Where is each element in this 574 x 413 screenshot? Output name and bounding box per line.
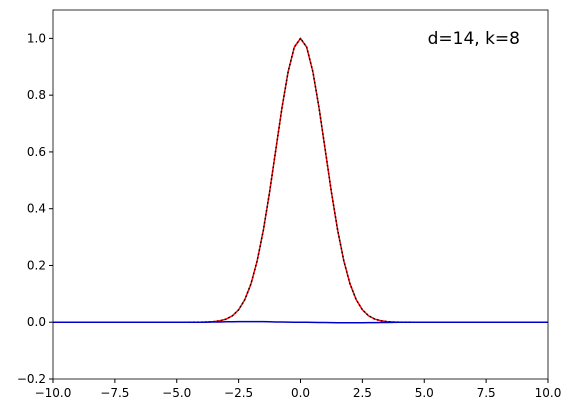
x-tick-label: 5.0 xyxy=(415,386,434,400)
x-tick-label: −5.0 xyxy=(162,386,191,400)
y-tick-label: 0.0 xyxy=(27,315,46,329)
y-tick-label: 0.8 xyxy=(27,88,46,102)
annotation: d=14, k=8 xyxy=(428,29,520,49)
line-series xyxy=(53,320,548,324)
plot-area xyxy=(53,10,548,379)
x-tick-label: −7.5 xyxy=(100,386,129,400)
line-series xyxy=(53,37,548,323)
x-tick-label: 2.5 xyxy=(353,386,372,400)
x-tick-label: −2.5 xyxy=(224,386,253,400)
y-tick-label: 0.2 xyxy=(27,258,46,272)
y-tick-label: −0.2 xyxy=(17,372,46,386)
x-tick-label: 0.0 xyxy=(291,386,310,400)
y-tick-label: 1.0 xyxy=(27,31,46,45)
x-tick-label: 10.0 xyxy=(535,386,562,400)
axes-frame xyxy=(52,9,549,380)
y-tick-label: 0.4 xyxy=(27,202,46,216)
y-tick-label: 0.6 xyxy=(27,145,46,159)
x-tick-label: 7.5 xyxy=(477,386,496,400)
x-tick-label: −10.0 xyxy=(35,386,72,400)
